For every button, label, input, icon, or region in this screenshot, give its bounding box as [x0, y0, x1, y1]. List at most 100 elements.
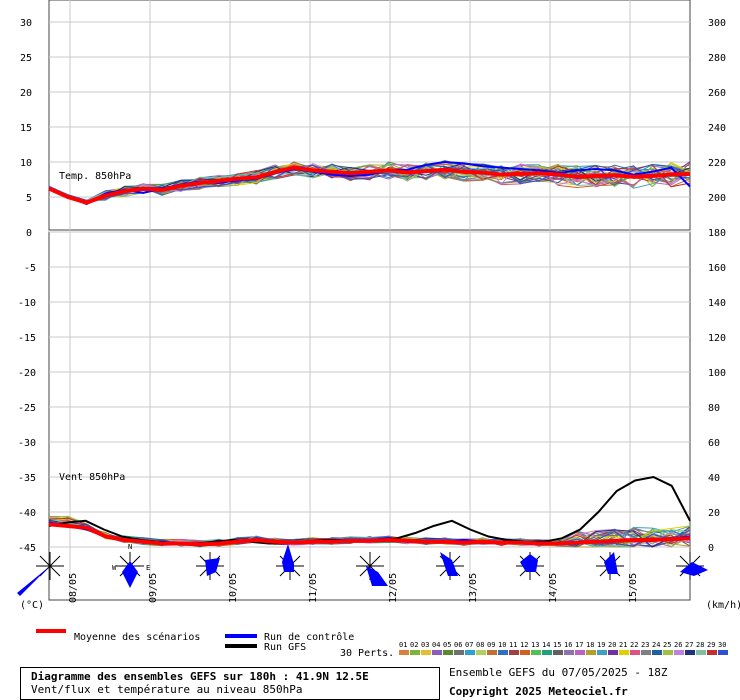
left-unit-label: (°C)	[20, 600, 44, 611]
pert-color-swatch	[465, 650, 475, 655]
wind-rose-glyph	[276, 544, 304, 580]
temp-perturbation-line	[48, 160, 691, 202]
x-tick-label: 09/05	[148, 573, 159, 603]
pert-number: 06	[454, 641, 462, 649]
temp-mean-line	[48, 165, 691, 205]
wind-rose-petal	[366, 566, 388, 586]
pert-color-swatch	[718, 650, 728, 655]
pert-color-swatch	[652, 650, 662, 655]
y-tick-right-lower: 80	[708, 403, 720, 414]
y-tick-left-upper: 5	[26, 193, 32, 204]
pert-number: 15	[553, 641, 561, 649]
y-tick-right-upper: 260	[708, 88, 726, 99]
pert-number: 16	[564, 641, 572, 649]
y-tick-right-upper: 300	[708, 18, 726, 29]
y-tick-right-lower: 20	[708, 508, 720, 519]
y-tick-right-upper: 220	[708, 158, 726, 169]
pert-number: 11	[509, 641, 517, 649]
wind-rose-glyph	[356, 552, 388, 586]
x-tick-label: 12/05	[388, 573, 399, 603]
pert-color-swatch	[575, 650, 585, 655]
wind-rose-glyph	[17, 552, 64, 596]
y-tick-right-lower: 100	[708, 368, 726, 379]
y-tick-left-upper: 20	[20, 88, 32, 99]
pert-color-swatch	[454, 650, 464, 655]
main-series-lines	[48, 160, 691, 547]
y-tick-right-lower: 0	[708, 543, 714, 554]
pert-color-swatch	[608, 650, 618, 655]
y-tick-left-upper: 10	[20, 158, 32, 169]
legend-control-label: Run de contrôle	[264, 631, 354, 643]
pert-color-swatch	[586, 650, 596, 655]
pert-number: 17	[575, 641, 583, 649]
pert-number: 01	[399, 641, 407, 649]
pert-color-swatch	[619, 650, 629, 655]
perturbation-lines	[48, 159, 691, 548]
compass-e: E	[146, 564, 150, 572]
y-tick-right-lower: 140	[708, 298, 726, 309]
pert-color-swatch	[432, 650, 442, 655]
pert-number: 25	[663, 641, 671, 649]
pert-color-swatch	[531, 650, 541, 655]
right-unit-label: (km/h)	[706, 600, 740, 611]
wind-mean-line	[48, 522, 691, 547]
compass-w: W	[112, 564, 117, 572]
wind-rose-glyph	[116, 552, 144, 588]
info-subtitle: Vent/flux et température au niveau 850hP…	[31, 683, 303, 696]
pert-color-swatch	[674, 650, 684, 655]
x-tick-label: 08/05	[68, 573, 79, 603]
pert-number: 29	[707, 641, 715, 649]
info-box: Diagramme des ensembles GEFS sur 180h : …	[20, 667, 440, 700]
y-tick-left-lower: -10	[18, 298, 36, 309]
pert-number: 04	[432, 641, 440, 649]
pert-color-swatch	[421, 650, 431, 655]
pert-number: 03	[421, 641, 429, 649]
pert-color-swatch	[520, 650, 530, 655]
pert-color-swatch	[597, 650, 607, 655]
compass-n: N	[128, 543, 132, 551]
info-title: Diagramme des ensembles GEFS sur 180h : …	[31, 670, 369, 683]
pert-color-swatch	[707, 650, 717, 655]
y-tick-left-lower: -20	[18, 368, 36, 379]
pert-number: 24	[652, 641, 660, 649]
pert-color-swatch	[553, 650, 563, 655]
y-tick-right-upper: 200	[708, 193, 726, 204]
x-tick-label: 10/05	[228, 573, 239, 603]
wind-rose-petal	[17, 566, 50, 596]
wind-rose-petal	[520, 554, 538, 572]
y-tick-right-upper: 180	[708, 228, 726, 239]
wind-rose-petal	[440, 552, 458, 576]
y-tick-right-lower: 60	[708, 438, 720, 449]
wind-rose-glyph	[196, 552, 224, 580]
pert-number: 13	[531, 641, 539, 649]
wind-rose-petal	[680, 562, 708, 576]
ensemble-run-label: Ensemble GEFS du 07/05/2025 - 18Z	[449, 666, 668, 679]
pert-number: 05	[443, 641, 451, 649]
y-tick-left-upper: 0	[26, 228, 32, 239]
pert-color-swatch	[509, 650, 519, 655]
wind-rose-glyph	[436, 552, 464, 580]
pert-color-swatch	[663, 650, 673, 655]
y-tick-right-lower: 120	[708, 333, 726, 344]
pert-number: 20	[608, 641, 616, 649]
y-tick-left-lower: -45	[18, 543, 36, 554]
wind-rose-axis	[359, 555, 381, 577]
copyright-label: Copyright 2025 Meteociel.fr	[449, 685, 628, 698]
y-tick-right-lower: 160	[708, 263, 726, 274]
y-tick-left-lower: -15	[18, 333, 36, 344]
pert-number: 22	[630, 641, 638, 649]
y-tick-left-lower: -35	[18, 473, 36, 484]
x-tick-label: 15/05	[628, 573, 639, 603]
legend-mean-label: Moyenne des scénarios	[74, 631, 200, 643]
wind-rose-glyph	[596, 552, 624, 580]
pert-number: 08	[476, 641, 484, 649]
pert-color-swatch	[399, 650, 409, 655]
pert-number: 09	[487, 641, 495, 649]
pert-number: 21	[619, 641, 627, 649]
x-tick-label: 13/05	[468, 573, 479, 603]
chart-grid	[48, 0, 691, 601]
pert-color-swatch	[564, 650, 574, 655]
pert-number: 23	[641, 641, 649, 649]
wind-rose-petal	[122, 561, 138, 588]
